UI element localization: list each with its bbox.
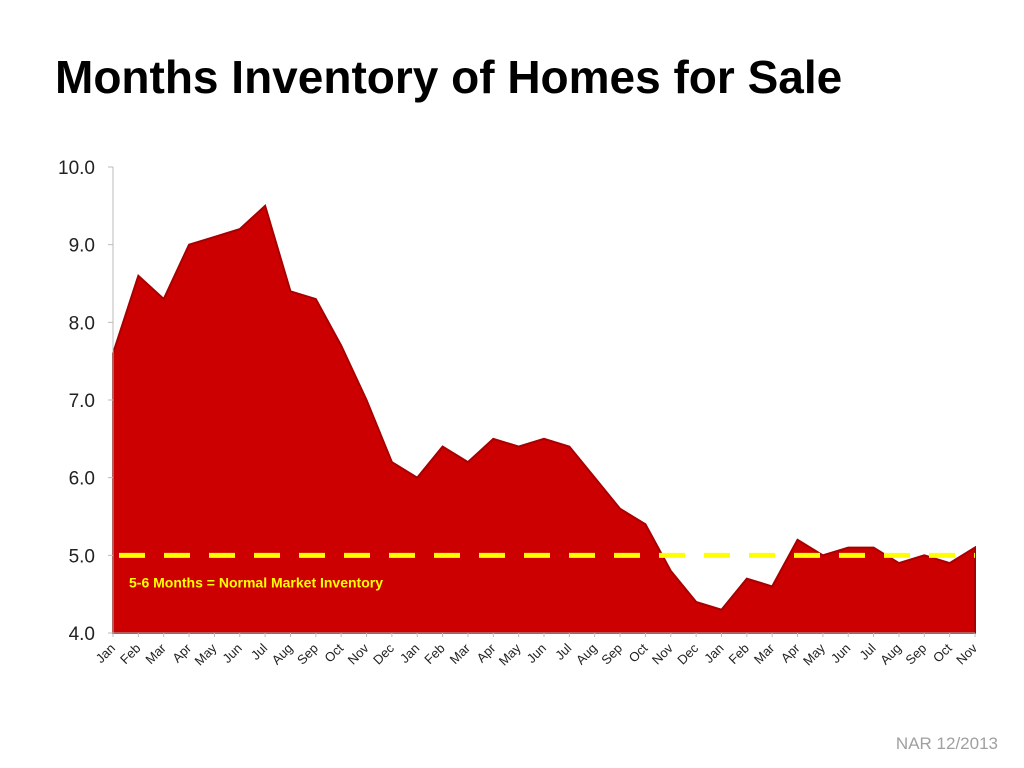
y-tick-label: 6.0 <box>69 469 95 490</box>
area-layer <box>112 204 976 634</box>
x-tick-label: Oct <box>626 640 651 665</box>
x-tick-label: Nov <box>953 640 980 667</box>
x-tick-label: Aug <box>573 641 600 668</box>
x-tick-label: Nov <box>345 640 372 667</box>
x-tick-label: Jun <box>524 641 549 666</box>
x-tick-label: Jan <box>93 641 118 666</box>
x-tick-label: Aug <box>269 641 296 668</box>
x-tick-label: Dec <box>370 640 397 667</box>
chart-title: Months Inventory of Homes for Sale <box>55 51 843 103</box>
x-tick-label: Nov <box>649 640 676 667</box>
x-tick-label: Oct <box>321 640 346 665</box>
source-note: NAR 12/2013 <box>895 734 998 753</box>
y-tick-label: 9.0 <box>69 236 95 257</box>
x-tick-label: Dec <box>674 640 701 667</box>
y-tick-label: 8.0 <box>69 313 95 334</box>
x-tick-label: Feb <box>421 641 447 667</box>
x-tick-label: Jul <box>552 640 574 662</box>
x-tick-label: Mar <box>447 640 474 667</box>
x-tick-label: Jan <box>397 641 422 666</box>
x-tick-label: Apr <box>474 640 499 665</box>
x-tick-label: May <box>496 640 524 668</box>
x-tick-label: Sep <box>598 641 625 668</box>
x-tick-label: Jul <box>856 640 878 662</box>
x-tick-label: Sep <box>294 641 321 668</box>
x-tick-label: Sep <box>902 641 929 668</box>
x-tick-label: Mar <box>142 640 169 667</box>
x-tick-label: Jun <box>219 641 244 666</box>
x-tick-label: Feb <box>725 641 751 667</box>
x-tick-label: Jul <box>248 640 270 662</box>
x-tick-label: Mar <box>751 640 778 667</box>
x-tick-label: May <box>800 640 828 668</box>
x-tick-label: Oct <box>930 640 955 665</box>
y-tick-label: 7.0 <box>69 391 95 412</box>
y-tick-label: 4.0 <box>69 624 95 645</box>
x-tick-label: Jun <box>828 641 853 666</box>
x-tick-label: May <box>192 640 220 668</box>
x-tick-label: Apr <box>778 640 803 665</box>
y-tick-label: 5.0 <box>69 546 95 567</box>
x-tick-label: Aug <box>877 641 904 668</box>
x-tick-label: Apr <box>169 640 194 665</box>
x-tick-label: Feb <box>117 641 143 667</box>
y-axis-ticks: 4.0 5.0 6.0 7.0 8.0 9.0 10.0 <box>58 158 113 645</box>
normal-inventory-annotation: 5-6 Months = Normal Market Inventory <box>129 574 383 590</box>
inventory-area <box>112 204 976 634</box>
x-tick-label: Jan <box>701 641 726 666</box>
y-tick-label: 10.0 <box>58 158 95 179</box>
